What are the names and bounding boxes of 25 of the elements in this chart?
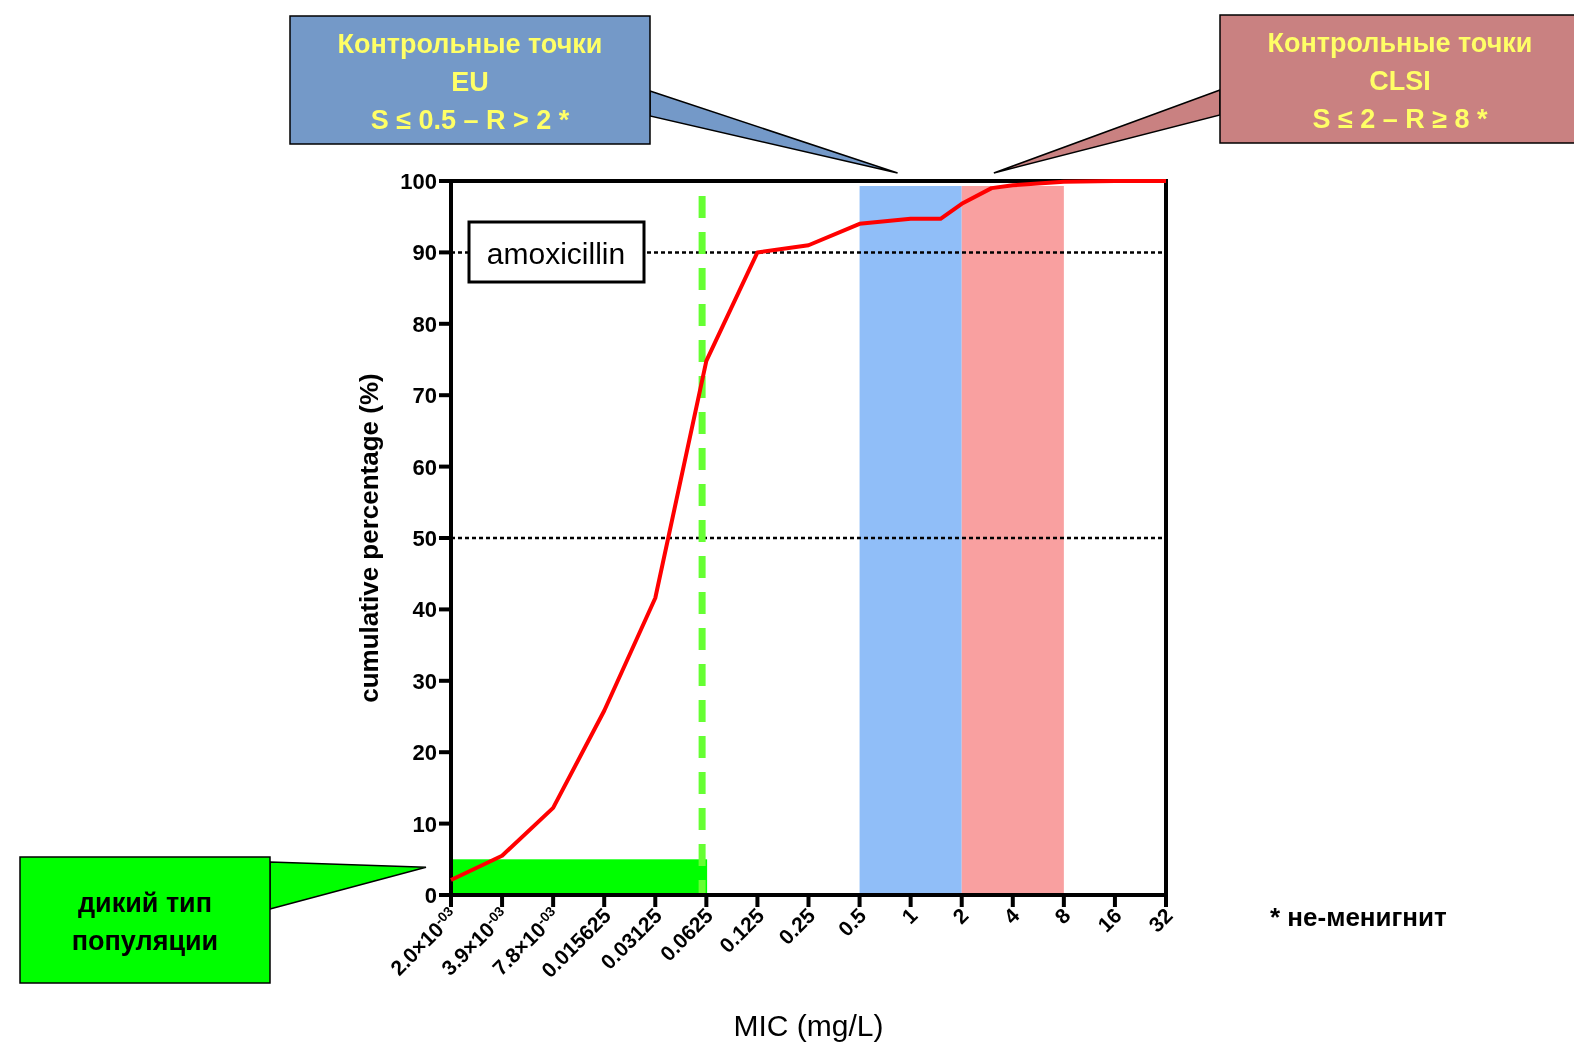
y-tick-label: 60 [412,454,437,480]
x-tick-label: 4 [999,903,1024,929]
y-tick-label: 30 [412,668,437,694]
y-axis-title: cumulative percentage (%) [354,373,384,703]
x-tick-label: 32 [1144,903,1177,937]
y-tick-label: 90 [412,240,437,266]
y-tick-label: 0 [424,883,437,908]
y-tick-label: 10 [412,811,437,837]
y-tick-label: 40 [412,597,437,623]
y-tick-label: 70 [412,383,437,409]
x-tick-label: 0.5 [833,903,871,941]
text: Контрольные точки EU S ≤ 0.5 – R > 2 * [337,29,603,135]
x-axis-title: MIC (mg/L) [733,1009,884,1042]
text: * не-менигнит [1270,902,1448,932]
text: Контрольные точки CLSI S ≤ 2 – R ≥ 8 * [1267,28,1533,134]
x-tick-label: 2 [948,903,973,929]
y-tick-label: 50 [412,526,437,551]
x-tick-label: 1 [896,903,922,929]
x-tick-label: 8 [1050,903,1075,929]
x-tick-label: 16 [1092,903,1126,937]
y-tick-label: 80 [412,311,437,337]
y-tick-label: 100 [400,169,437,194]
annotation: amoxicillin [486,237,626,270]
text: дикий тип популяции [71,888,219,956]
y-tick-label: 20 [412,740,437,766]
